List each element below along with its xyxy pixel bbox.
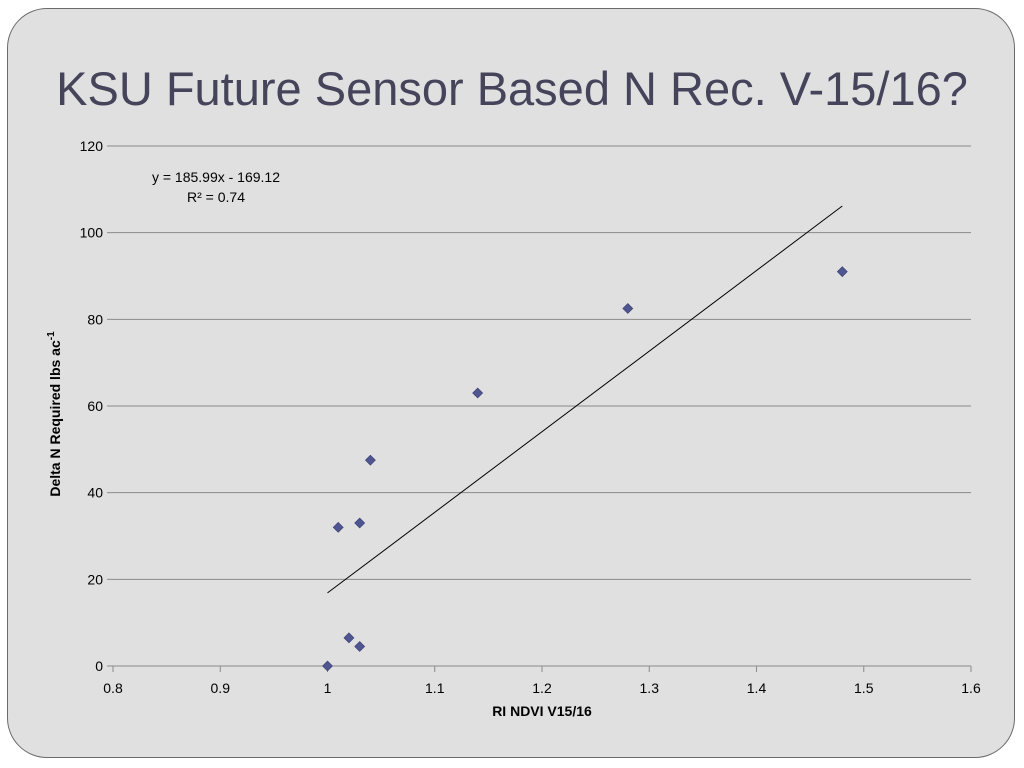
x-tick-label: 1.4 — [747, 680, 767, 696]
x-tick-label: 0.9 — [211, 680, 231, 696]
y-tick-label: 0 — [95, 658, 103, 674]
x-tick-labels: 0.8 0.9 1 1.1 1.2 1.3 1.4 1.5 1.6 — [103, 680, 981, 696]
trendline-equation: y = 185.99x - 169.12 — [152, 169, 280, 185]
x-tick-label: 1.6 — [961, 680, 981, 696]
y-axis-title: Delta N Required lbs ac-1 — [46, 331, 63, 497]
data-point — [364, 454, 376, 466]
gridlines — [107, 145, 972, 672]
data-point — [322, 660, 333, 672]
slide-title: KSU Future Sensor Based N Rec. V-15/16? — [56, 62, 968, 115]
x-tick-label: 1.5 — [854, 680, 874, 696]
y-axis-title-text: Delta N Required lbs ac — [47, 340, 63, 497]
y-axis-title-superscript: -1 — [46, 331, 57, 340]
trendline — [327, 205, 843, 594]
data-point — [622, 303, 634, 314]
y-tick-label: 100 — [80, 225, 104, 241]
x-tick-label: 1.1 — [425, 680, 445, 696]
data-point — [354, 641, 366, 652]
scatter-chart: 0 20 40 60 80 100 120 0.8 0.9 1 1.1 1.2 1.3 1.4 1.5 1.… — [46, 138, 981, 719]
data-points — [322, 266, 848, 672]
x-tick-label: 0.8 — [103, 680, 123, 696]
y-tick-label: 20 — [87, 571, 103, 587]
data-point — [343, 632, 355, 644]
y-tick-labels: 0 20 40 60 80 100 120 — [80, 138, 104, 674]
data-point — [354, 517, 366, 529]
y-tick-label: 40 — [87, 485, 103, 501]
slide-background: KSU Future Sensor Based N Rec. V-15/16? … — [7, 8, 1015, 758]
data-point — [472, 387, 484, 399]
data-point — [332, 521, 344, 533]
x-tick-label: 1.2 — [532, 680, 552, 696]
x-tick-label: 1.3 — [640, 680, 660, 696]
r-squared-label: R² = 0.74 — [187, 189, 245, 205]
data-point — [836, 266, 848, 278]
y-tick-label: 120 — [80, 138, 104, 154]
y-tick-label: 60 — [87, 398, 103, 414]
x-tick-label: 1 — [324, 680, 332, 696]
y-tick-label: 80 — [87, 311, 103, 327]
x-axis-title: RI NDVI V15/16 — [492, 703, 592, 719]
